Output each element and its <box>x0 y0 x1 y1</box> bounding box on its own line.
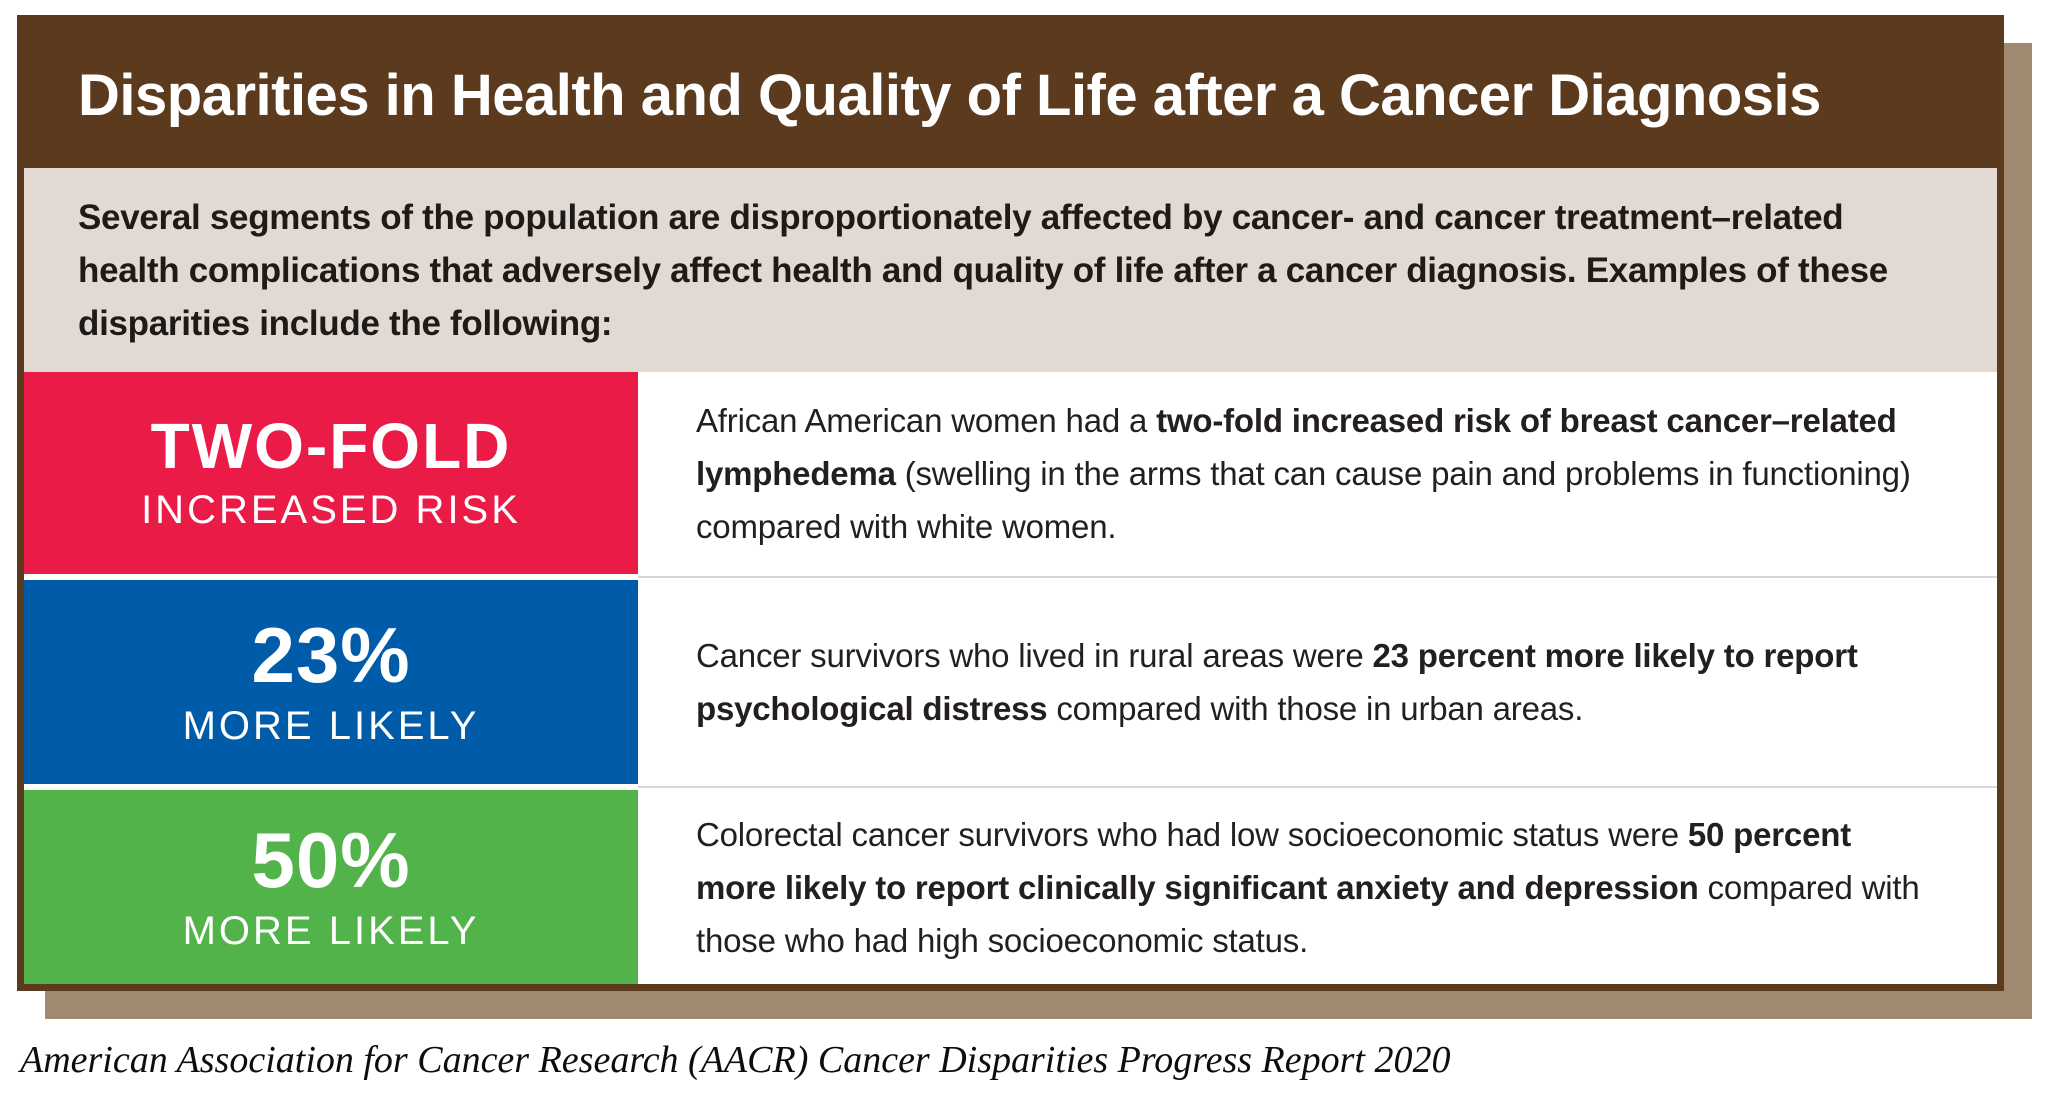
disparity-row-anxiety-depression: 50% MORE LIKELY Colorectal cancer surviv… <box>24 790 1997 984</box>
stat-box-two-fold: TWO-FOLD INCREASED RISK <box>24 372 638 574</box>
stat-description-cell: Colorectal cancer survivors who had low … <box>638 790 1997 984</box>
stat-value: 50% <box>251 815 411 904</box>
row-separator <box>24 784 1997 790</box>
stat-label: INCREASED RISK <box>141 488 521 533</box>
stat-value: 23% <box>251 610 411 699</box>
stat-description-cell: Cancer survivors who lived in rural area… <box>638 580 1997 784</box>
stat-description: Colorectal cancer survivors who had low … <box>696 815 1920 959</box>
intro-strip: Several segments of the population are d… <box>24 168 1997 372</box>
stat-value: TWO-FOLD <box>150 409 512 482</box>
source-citation: American Association for Cancer Research… <box>20 1039 1451 1081</box>
row-separator <box>24 574 1997 580</box>
disparity-row-psychological-distress: 23% MORE LIKELY Cancer survivors who liv… <box>24 580 1997 784</box>
infographic-card: Disparities in Health and Quality of Lif… <box>17 15 2004 991</box>
title-bar: Disparities in Health and Quality of Lif… <box>24 22 1997 168</box>
stat-description: African American women had a two-fold in… <box>696 401 1911 545</box>
intro-text: Several segments of the population are d… <box>78 197 1888 343</box>
stat-label: MORE LIKELY <box>182 909 480 954</box>
stat-box-50-percent: 50% MORE LIKELY <box>24 790 638 984</box>
stat-box-23-percent: 23% MORE LIKELY <box>24 580 638 784</box>
disparity-row-lymphedema: TWO-FOLD INCREASED RISK African American… <box>24 372 1997 574</box>
stat-description: Cancer survivors who lived in rural area… <box>696 637 1858 727</box>
stat-description-cell: African American women had a two-fold in… <box>638 372 1997 574</box>
stat-label: MORE LIKELY <box>182 704 480 749</box>
page-title: Disparities in Health and Quality of Lif… <box>78 62 1821 128</box>
